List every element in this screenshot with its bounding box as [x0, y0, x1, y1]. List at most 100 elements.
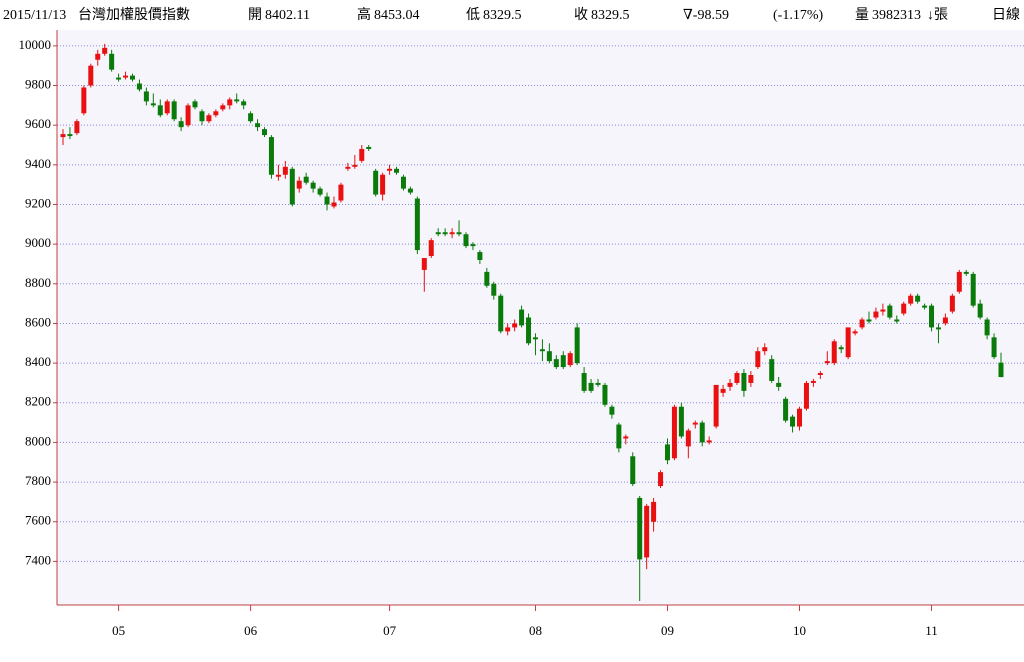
candle-body — [595, 382, 601, 385]
candle-body — [915, 295, 921, 302]
candle-body — [414, 198, 420, 251]
candle-body — [88, 65, 94, 86]
candle-body — [977, 303, 983, 318]
candle-body — [435, 232, 441, 235]
y-tick-label: 9800 — [25, 77, 51, 92]
y-tick-label: 10000 — [19, 37, 52, 52]
candle-body — [852, 331, 858, 334]
candle-body — [671, 406, 677, 459]
candle-body — [275, 174, 281, 177]
candle-body — [803, 382, 809, 409]
candle-body — [991, 337, 997, 358]
candle-body — [324, 196, 330, 205]
candle-body — [345, 166, 351, 169]
date: 2015/11/13 — [3, 8, 66, 23]
candle-body — [512, 323, 518, 328]
candle-body — [581, 373, 587, 391]
y-tick-label: 8800 — [25, 275, 51, 290]
candle-body — [880, 309, 886, 312]
candle-body — [143, 91, 149, 102]
stat-label: 高 — [357, 6, 371, 23]
candle-body — [734, 373, 740, 383]
candle-body — [261, 129, 267, 136]
candle-body — [428, 240, 434, 257]
candle-body — [644, 505, 650, 558]
candle-body — [692, 422, 698, 425]
stat-label: 收 — [574, 7, 588, 23]
candle-body — [810, 380, 816, 383]
y-tick-label: 8400 — [25, 354, 51, 369]
candle-body — [289, 168, 295, 205]
candle-body — [178, 121, 184, 128]
candle-body — [213, 111, 219, 116]
candle-body — [498, 295, 504, 332]
candle-body — [421, 258, 427, 270]
candle-body — [984, 319, 990, 336]
candle-body — [164, 101, 170, 114]
candle-body — [380, 174, 386, 195]
candle-body — [859, 319, 865, 328]
candle-body — [755, 351, 761, 368]
candle-body — [456, 232, 462, 235]
candle-body — [873, 311, 879, 318]
candle-body — [713, 384, 719, 427]
x-tick-label: 11 — [925, 623, 938, 638]
candle-body — [109, 53, 115, 70]
candle-body — [234, 99, 240, 102]
candle-body — [102, 47, 108, 54]
candle-body — [887, 305, 893, 318]
period: 日線 — [992, 7, 1020, 23]
candle-body — [248, 113, 254, 122]
y-tick-label: 9600 — [25, 116, 51, 131]
volume-label: 量 — [855, 7, 869, 23]
candle-body — [817, 373, 823, 375]
candle-body — [664, 444, 670, 461]
candle-body — [922, 305, 928, 308]
stat-label: 低 — [466, 7, 480, 23]
stat-value: 8329.5 — [591, 8, 630, 23]
candle-body — [602, 384, 608, 405]
candle-body — [539, 349, 545, 352]
candle-body — [678, 406, 684, 437]
candle-body — [769, 359, 775, 381]
candle-body — [630, 456, 636, 485]
candle-body — [838, 347, 844, 350]
candle-body — [727, 382, 733, 387]
candle-body — [484, 271, 490, 286]
candle-body — [546, 351, 552, 362]
stat-value: 8402.11 — [265, 8, 310, 23]
candle-body — [282, 166, 288, 175]
candle-body — [685, 430, 691, 447]
x-tick-label: 06 — [244, 623, 258, 638]
volume-unit: ↓張 — [927, 8, 948, 23]
candle-body — [171, 101, 177, 120]
candle-body — [95, 53, 101, 60]
candle-body — [366, 146, 372, 149]
change-pct: (-1.17%) — [773, 8, 823, 23]
candle-body — [463, 234, 469, 247]
chart-title: 台灣加權股價指數 — [78, 6, 190, 23]
candle-body — [407, 188, 413, 193]
y-tick-label: 8600 — [25, 314, 51, 329]
candle-body — [303, 176, 309, 183]
stat-value: 8453.04 — [374, 8, 420, 23]
candle-body — [894, 319, 900, 322]
candle-body — [963, 271, 969, 274]
candle-body — [185, 105, 191, 126]
candle-body — [748, 375, 754, 383]
candle-body — [442, 232, 448, 235]
candle-body — [762, 347, 768, 352]
candle-body — [227, 99, 233, 106]
candle-body — [116, 77, 122, 80]
candle-body — [81, 87, 87, 114]
candle-body — [123, 75, 129, 78]
candle-body — [942, 317, 948, 324]
candle-body — [296, 180, 302, 189]
y-tick-label: 9400 — [25, 156, 51, 171]
candle-body — [206, 115, 212, 122]
candle-body — [317, 188, 323, 195]
candle-body — [609, 406, 615, 415]
candle-body — [220, 105, 226, 110]
stat-value: 8329.5 — [483, 8, 522, 23]
